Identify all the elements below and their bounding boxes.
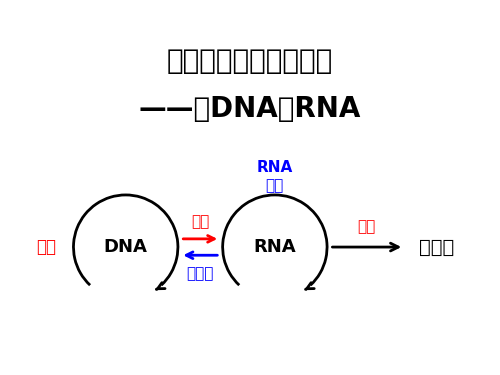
Text: 逆转录: 逆转录: [186, 266, 214, 281]
Text: 蛋白质: 蛋白质: [419, 237, 454, 256]
Text: 生物信息的传递（上）: 生物信息的传递（上）: [167, 47, 333, 75]
Text: DNA: DNA: [104, 238, 148, 256]
Text: ——从DNA到RNA: ——从DNA到RNA: [139, 95, 361, 123]
Text: 转录: 转录: [191, 214, 210, 230]
Text: RNA: RNA: [254, 238, 296, 256]
Text: RNA: RNA: [256, 159, 293, 174]
Text: 复制: 复制: [266, 178, 284, 193]
Text: 翻译: 翻译: [358, 219, 376, 234]
Text: 复制: 复制: [36, 238, 56, 256]
